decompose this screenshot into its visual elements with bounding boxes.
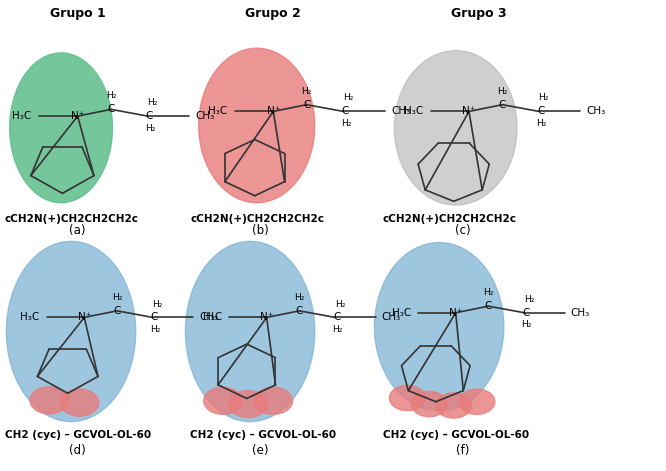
Text: Grupo 2: Grupo 2 (246, 7, 301, 20)
Text: CH2 (cyc) – GCVOL-OL-60: CH2 (cyc) – GCVOL-OL-60 (383, 430, 529, 440)
Text: N⁺: N⁺ (78, 312, 91, 323)
Text: (d): (d) (69, 444, 86, 457)
Text: CH2 (cyc) – GCVOL-OL-60: CH2 (cyc) – GCVOL-OL-60 (5, 430, 151, 440)
Circle shape (459, 389, 495, 414)
Text: H₃C: H₃C (202, 312, 222, 323)
Text: H₂: H₂ (332, 325, 343, 334)
Text: H₂: H₂ (294, 293, 304, 302)
Text: cCH2N(+)CH2CH2CH2c: cCH2N(+)CH2CH2CH2c (5, 214, 139, 224)
Text: CH₃: CH₃ (382, 312, 401, 323)
Text: H₂: H₂ (145, 124, 155, 133)
Text: CH₃: CH₃ (195, 111, 214, 121)
Text: H₃C: H₃C (208, 106, 227, 116)
Text: H₃C: H₃C (392, 308, 411, 318)
Text: N⁺: N⁺ (462, 106, 476, 116)
Text: C: C (151, 312, 158, 323)
Text: H₂: H₂ (112, 293, 122, 302)
Text: H₃C: H₃C (404, 106, 423, 116)
Circle shape (229, 390, 267, 418)
Text: H₂: H₂ (106, 91, 117, 100)
Text: N⁺: N⁺ (260, 312, 273, 323)
Text: H₂: H₂ (335, 300, 345, 309)
Text: H₂: H₂ (302, 87, 312, 96)
Text: C: C (499, 100, 506, 110)
Ellipse shape (7, 241, 136, 422)
Text: CH₃: CH₃ (587, 106, 606, 116)
Text: (e): (e) (252, 444, 268, 457)
Text: N⁺: N⁺ (266, 106, 280, 116)
Circle shape (61, 389, 99, 416)
Circle shape (436, 393, 472, 418)
Text: H₂: H₂ (147, 98, 158, 107)
Text: C: C (341, 106, 348, 116)
Text: C: C (537, 106, 544, 116)
Text: H₂: H₂ (153, 300, 163, 309)
Circle shape (254, 387, 292, 414)
Text: CH2 (cyc) – GCVOL-OL-60: CH2 (cyc) – GCVOL-OL-60 (190, 430, 336, 440)
Text: H₂: H₂ (536, 119, 547, 128)
Text: (a): (a) (69, 224, 86, 237)
Text: C: C (146, 111, 153, 121)
Text: H₂: H₂ (521, 320, 532, 329)
Text: H₃C: H₃C (13, 111, 31, 121)
Ellipse shape (374, 243, 503, 411)
Ellipse shape (185, 241, 315, 422)
Text: H₂: H₂ (150, 325, 161, 334)
Circle shape (390, 385, 425, 411)
Text: (c): (c) (454, 224, 470, 237)
Circle shape (204, 387, 242, 414)
Ellipse shape (198, 48, 315, 203)
Text: C: C (522, 308, 529, 318)
Text: H₂: H₂ (523, 295, 534, 304)
Circle shape (30, 387, 69, 414)
Circle shape (412, 391, 447, 417)
Text: (f): (f) (456, 444, 469, 457)
Text: C: C (113, 306, 121, 316)
Text: (b): (b) (252, 224, 268, 237)
Text: CH₃: CH₃ (199, 312, 218, 323)
Text: C: C (485, 301, 492, 311)
Text: H₂: H₂ (341, 119, 351, 128)
Text: C: C (107, 105, 115, 114)
Text: Grupo 3: Grupo 3 (451, 7, 507, 20)
Text: H₂: H₂ (539, 93, 549, 102)
Ellipse shape (10, 53, 113, 203)
Text: H₂: H₂ (484, 288, 494, 298)
Text: CH₃: CH₃ (571, 308, 590, 318)
Text: N⁺: N⁺ (71, 111, 85, 121)
Text: C: C (333, 312, 340, 323)
Text: CH₃: CH₃ (391, 106, 410, 116)
Text: cCH2N(+)CH2CH2CH2c: cCH2N(+)CH2CH2CH2c (383, 214, 517, 224)
Text: H₂: H₂ (498, 87, 507, 96)
Text: H₃C: H₃C (20, 312, 39, 323)
Text: C: C (296, 306, 303, 316)
Text: C: C (303, 100, 310, 110)
Text: H₂: H₂ (343, 93, 353, 102)
Text: Grupo 1: Grupo 1 (50, 7, 105, 20)
Text: N⁺: N⁺ (449, 308, 462, 318)
Text: cCH2N(+)CH2CH2CH2c: cCH2N(+)CH2CH2CH2c (190, 214, 324, 224)
Ellipse shape (394, 50, 517, 205)
